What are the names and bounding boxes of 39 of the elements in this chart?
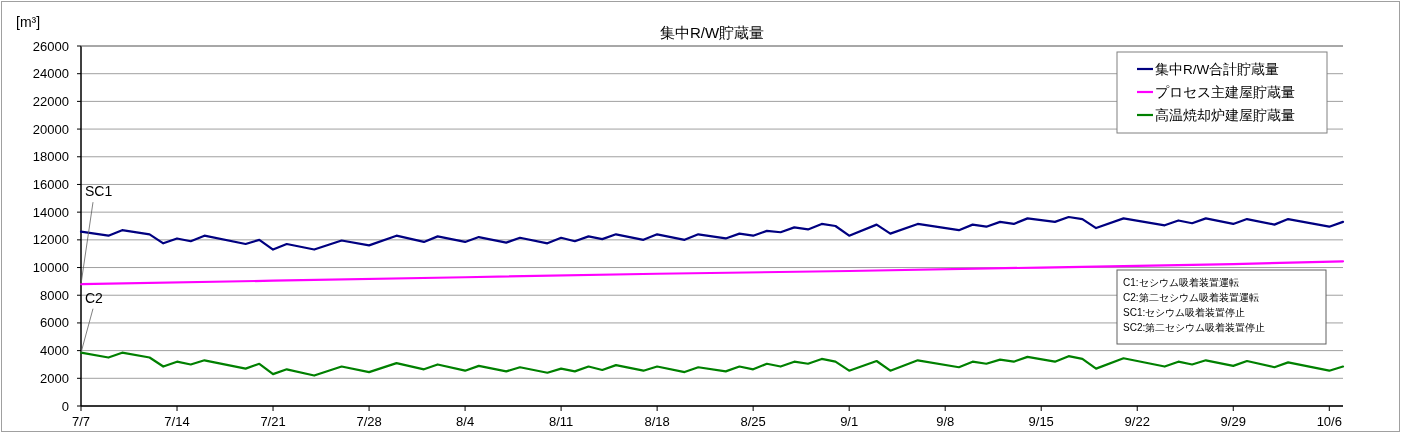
y-tick-label: 8000	[40, 287, 69, 303]
y-tick-label: 24000	[32, 66, 69, 82]
x-tick-label: 7/21	[260, 414, 286, 429]
annotation: C2:第二セシウム吸着装置運転	[1123, 292, 1259, 303]
legend-label: プロセス主建屋貯蔵量	[1155, 85, 1295, 100]
x-tick-label: 8/25	[740, 414, 766, 429]
x-tick-label: 8/4	[456, 414, 475, 429]
y-tick-label: 26000	[32, 38, 69, 54]
y-tick-label: 0	[61, 398, 69, 414]
y-tick-label: 4000	[40, 343, 69, 359]
x-tick-label: 9/15	[1028, 414, 1054, 429]
y-tick-label: 18000	[32, 149, 69, 165]
legend-label: 高温焼却炉建屋貯蔵量	[1155, 108, 1295, 123]
chart-title: 集中R/W貯蔵量	[659, 24, 765, 41]
x-tick-label: 8/11	[548, 414, 574, 429]
y-tick-label: 22000	[32, 93, 69, 109]
y-tick-label: 12000	[32, 232, 69, 248]
y-tick-label: 2000	[40, 370, 69, 386]
x-tick-label: 7/14	[164, 414, 190, 429]
y-tick-label: 16000	[32, 176, 69, 192]
annotation: SC2:第二セシウム吸着装置停止	[1123, 322, 1266, 333]
x-tick-label: 9/8	[936, 414, 955, 429]
annotation: SC1	[85, 183, 113, 200]
y-tick-label: 10000	[32, 260, 69, 276]
legend-label: 集中R/W合計貯蔵量	[1155, 62, 1280, 77]
x-tick-label: 7/28	[356, 414, 382, 429]
y-tick-label: 6000	[40, 315, 69, 331]
y-tick-label: 20000	[32, 121, 69, 137]
x-tick-label: 8/18	[644, 414, 670, 429]
y-tick-label: 14000	[32, 204, 69, 220]
x-tick-label: 9/22	[1124, 414, 1150, 429]
x-tick-label: 7/7	[71, 414, 91, 429]
annotation: C1:セシウム吸着装置運転	[1123, 277, 1239, 288]
annotation: SC1:セシウム吸着装置停止	[1123, 307, 1246, 318]
x-tick-label: 9/29	[1220, 414, 1246, 429]
y-axis-title: [m³]	[16, 14, 41, 30]
x-tick-label: 10/6	[1316, 414, 1342, 429]
annotation: C2	[85, 289, 104, 306]
x-tick-label: 9/1	[840, 414, 859, 429]
